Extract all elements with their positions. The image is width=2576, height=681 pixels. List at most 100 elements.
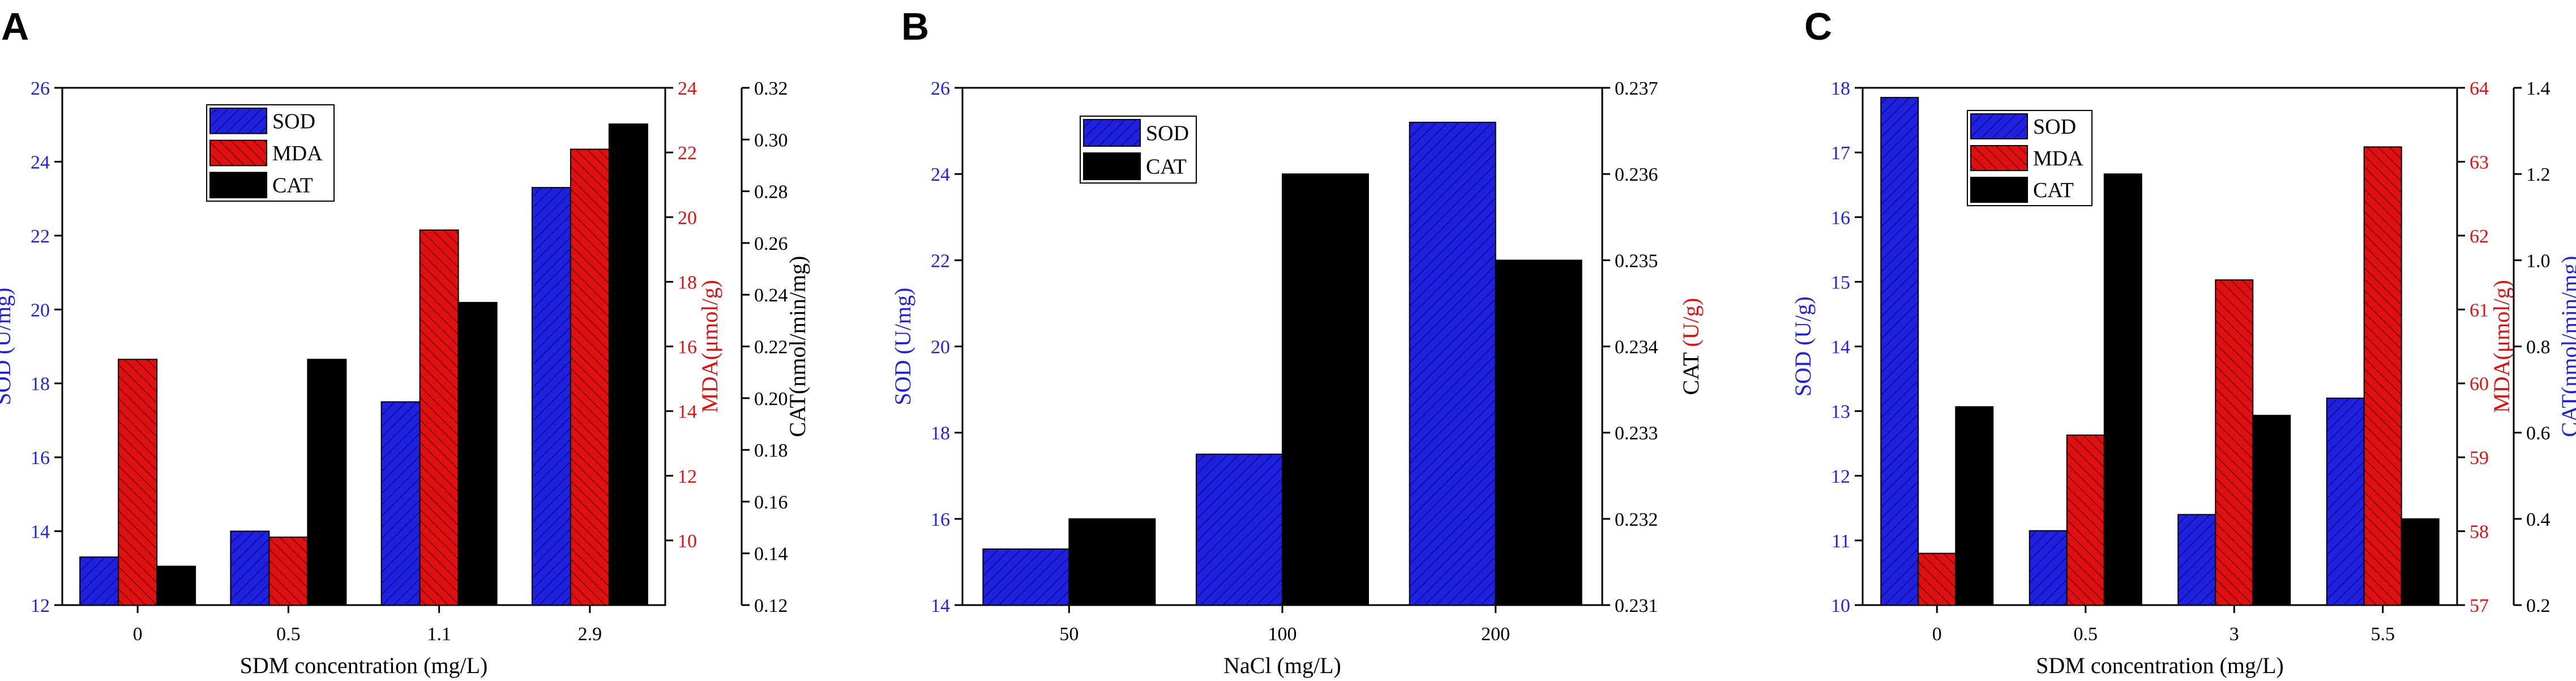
y-right-tick-label: 0.234 [1615, 337, 1658, 358]
y-left-tick-label: 10 [1831, 595, 1850, 616]
y-right-tick-label: 61 [2470, 300, 2489, 321]
bar-cat [2252, 415, 2291, 606]
x-tick-label: 2.9 [578, 624, 602, 645]
y-right-tick-label: 22 [678, 143, 697, 164]
y-left-tick-label: 14 [31, 522, 50, 543]
panel-c: C 0 0.5 3 5.5 SDM concentration (mg/L) 10 11 12 1… [1790, 5, 2576, 678]
bar-mda [2215, 279, 2254, 606]
y-right-tick-label: 60 [2470, 374, 2489, 395]
legend-swatch-mda [1970, 145, 2028, 171]
bar-cat [1068, 518, 1156, 606]
x-tick-label: 1.1 [427, 624, 451, 645]
y-right2-tick-label: 0.12 [754, 595, 788, 616]
bar-sod [2177, 514, 2216, 606]
y-right2-tick-label: 0.16 [754, 492, 788, 513]
y-right2-tick-label: 0.26 [754, 233, 788, 254]
bar-cat [457, 301, 498, 606]
bar-sod [982, 548, 1070, 606]
y-right-tick-label: 63 [2470, 152, 2489, 173]
x-tick-label: 50 [1059, 624, 1079, 645]
y-right2-axis-label: CAT(nmol/min/mg) [785, 256, 810, 437]
bar-cat [307, 359, 347, 606]
x-tick-label: 0.5 [276, 624, 301, 645]
y-right-tick-label: 0.232 [1615, 509, 1658, 530]
y-right-tick-label: 18 [678, 272, 697, 293]
y-left-tick-label: 22 [931, 250, 950, 271]
bar-sod [2029, 530, 2068, 606]
panel-letter: C [1804, 5, 1832, 48]
y-right2-tick-label: 0.28 [754, 182, 788, 203]
y-right-tick-label: 62 [2470, 226, 2489, 247]
x-tick-label: 0 [133, 624, 143, 645]
y-right2-tick-label: 1.2 [2526, 164, 2551, 185]
y-right-tick-label: 12 [678, 466, 697, 487]
legend-swatch-cat [1083, 152, 1141, 180]
legend-label: CAT [2033, 178, 2074, 202]
bar-sod [1196, 453, 1283, 606]
y-left-tick-label: 15 [1831, 272, 1850, 293]
y-right2-tick-label: 1.4 [2526, 78, 2551, 99]
y-right-tick-label: 16 [678, 337, 697, 358]
y-left-tick-label: 16 [31, 448, 50, 469]
y-left-tick-label: 22 [31, 226, 50, 247]
y-right-tick-label: 0.235 [1615, 250, 1658, 271]
y-left-tick-label: 26 [31, 78, 50, 99]
x-tick-label: 5.5 [2371, 624, 2395, 645]
y-right2-tick-label: 0.8 [2526, 337, 2551, 358]
y-left-axis-label: SOD (U/mg) [890, 288, 915, 406]
bar-mda [118, 359, 158, 606]
y-right-tick-label: 14 [678, 402, 697, 423]
bar-sod [2326, 397, 2365, 606]
y-right-tick-label: 64 [2470, 78, 2489, 99]
bar-mda [2363, 146, 2402, 606]
y-right2-tick-label: 0.14 [754, 544, 788, 565]
bar-sod [1409, 121, 1496, 606]
bar-cat [156, 565, 196, 606]
y-left-tick-label: 14 [931, 595, 950, 616]
y-left-tick-label: 18 [1831, 78, 1850, 99]
y-left-tick-label: 11 [1832, 531, 1850, 552]
y-right2-tick-label: 0.24 [754, 285, 788, 306]
x-tick-label: 3 [2230, 624, 2239, 645]
y-right2-tick-label: 0.30 [754, 130, 788, 151]
legend-label: CAT [1146, 155, 1187, 179]
y-right-tick-label: 59 [2470, 448, 2489, 469]
y-left-tick-label: 16 [1831, 207, 1850, 228]
x-axis-label: SDM concentration (mg/L) [240, 653, 488, 678]
bar-sod [1880, 97, 1919, 606]
y-left-tick-label: 24 [931, 164, 950, 185]
y-right2-tick-label: 0.32 [754, 78, 788, 99]
y-right-tick-label: 0.233 [1615, 423, 1658, 444]
panel-a: A 0 0.5 1.1 2.9 SDM concentration (mg/L) 12 14 1… [0, 5, 810, 678]
y-left-axis-label: SOD (U/g) [1790, 296, 1816, 397]
panel-letter: A [1, 5, 29, 48]
y-right-tick-label: 10 [678, 531, 697, 552]
y-left-tick-label: 18 [931, 423, 950, 444]
y-left-tick-label: 14 [1831, 337, 1850, 358]
x-tick-label: 0.5 [2074, 624, 2098, 645]
legend-label: MDA [2033, 147, 2083, 171]
x-axis-label: SDM concentration (mg/L) [2036, 653, 2284, 678]
y-right-tick-label: 0.236 [1615, 164, 1658, 185]
y-right2-tick-label: 0.18 [754, 440, 788, 461]
bar-sod [531, 187, 571, 606]
panel-b: B 50 100 200 NaCl (mg/L) 14 16 18 20 22 24 26 SOD (U… [890, 5, 1704, 678]
x-axis-label: NaCl (mg/L) [1223, 653, 1341, 678]
y-right-axis-label-part: CAT [1678, 347, 1704, 395]
bar-cat [1955, 406, 1994, 606]
y-right2-tick-label: 0.2 [2526, 595, 2551, 616]
bar-sod [79, 556, 119, 606]
y-left-tick-label: 12 [1831, 466, 1850, 487]
bar-mda [419, 229, 459, 606]
bar-cat [2400, 518, 2440, 606]
legend-swatch-cat [1970, 177, 2028, 203]
y-right-axis-label: MDA(μmol/g) [2489, 280, 2514, 413]
y-left-tick-label: 26 [931, 78, 950, 99]
y-right-axis-label: CAT (U/g) [1678, 298, 1704, 395]
x-tick-label: 100 [1268, 624, 1297, 645]
legend-label: CAT [272, 174, 313, 198]
y-right-axis-label: MDA(μmol/g) [697, 280, 722, 413]
legend-swatch-cat [209, 172, 267, 199]
y-right-tick-label: 0.237 [1615, 78, 1658, 99]
